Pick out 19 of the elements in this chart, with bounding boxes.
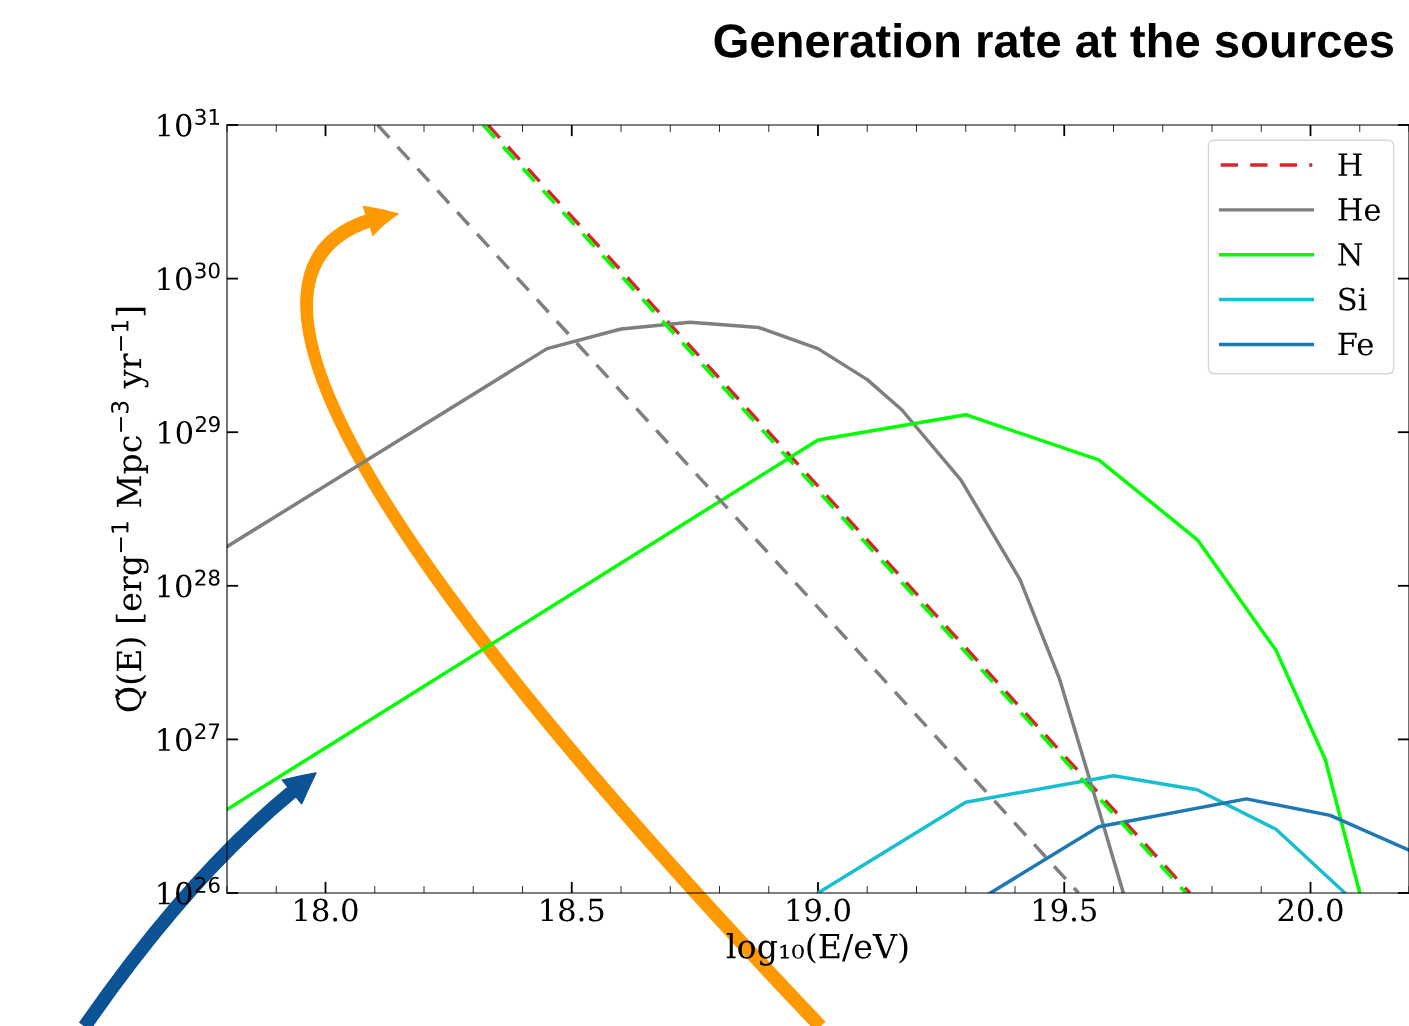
- y-tick-label: 10$^{28}$: [158, 569, 220, 598]
- legend-label: Fe: [1338, 332, 1373, 356]
- legend-label: Si: [1339, 287, 1367, 311]
- y-tick-label: 10$^{27}$: [158, 723, 220, 752]
- x-tick-label: 20.0: [1278, 898, 1343, 922]
- y-tick-label: 10$^{29}$: [158, 416, 220, 445]
- legend-label: N: [1338, 243, 1363, 266]
- x-tick-label: 18.0: [295, 898, 358, 922]
- y-axis-title: Q̃(E) [erg$^{−1}$ Mpc$^{−3}$ yr$^{−1}$]: [111, 307, 149, 712]
- line-series: [988, 797, 1409, 893]
- y-tick-label: 10$^{30}$: [158, 262, 220, 291]
- x-tick-label: 18.5: [541, 898, 604, 922]
- chart-title: Generation rate at the sources: [714, 22, 1394, 58]
- line-series: [816, 774, 1347, 893]
- y-tick-label: 10$^{31}$: [158, 108, 220, 137]
- x-tick-label: 19.5: [1033, 898, 1096, 922]
- legend-label: He: [1338, 198, 1380, 221]
- x-tick-label: 19.0: [787, 898, 850, 922]
- legend-label: H: [1338, 153, 1362, 176]
